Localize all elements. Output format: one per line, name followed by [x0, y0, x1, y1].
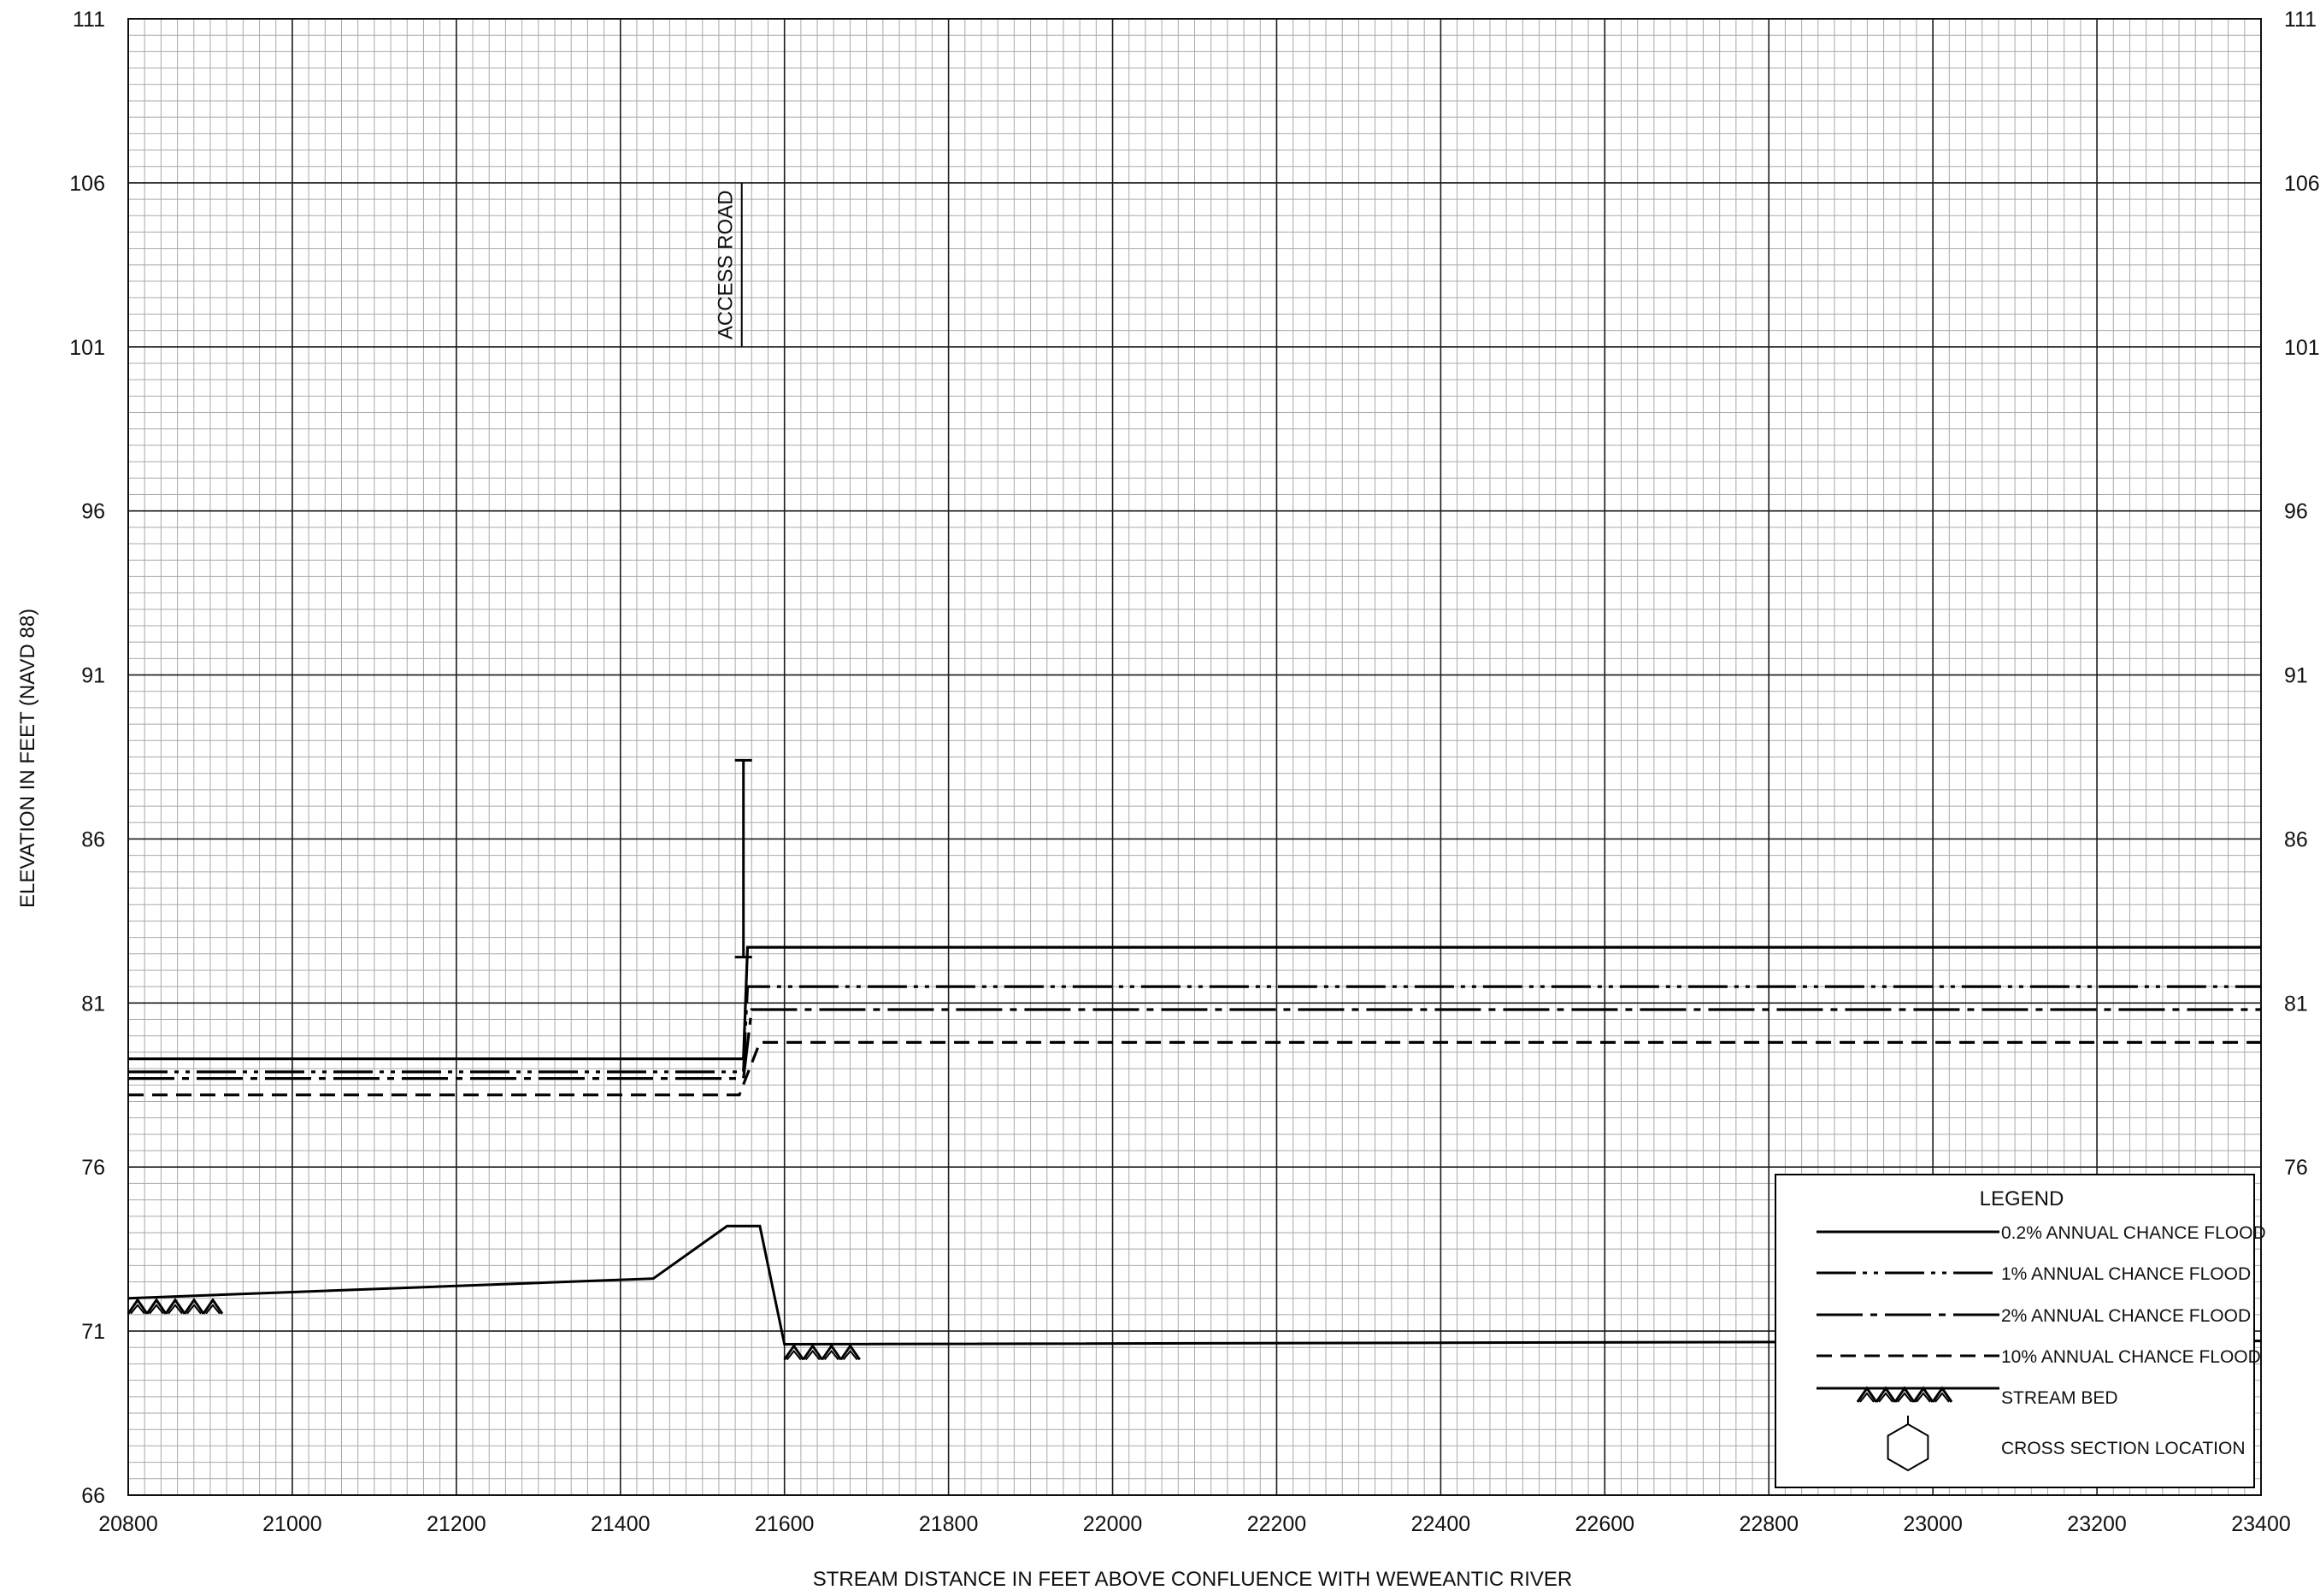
x-tick-label: 21400 [591, 1512, 651, 1536]
x-tick-label: 22000 [1083, 1512, 1143, 1536]
legend: LEGEND 0.2% ANNUAL CHANCE FLOOD 1% ANNUAL … [1775, 1174, 2266, 1488]
y-tick-label: 66 [81, 1484, 105, 1508]
legend-label-0-2-annual-chance-flood: 0.2% ANNUAL CHANCE FLOOD [2001, 1223, 2266, 1243]
y-tick-label: 106 [69, 172, 105, 196]
y-tick-label: 91 [81, 664, 105, 688]
x-tick-label: 21600 [755, 1512, 815, 1536]
right-y-tick-label: 81 [2284, 992, 2308, 1016]
y-axis-title: ELEVATION IN FEET (NAVD 88) [16, 609, 39, 908]
plot-frame [127, 18, 2262, 1496]
access-road-label: ACCESS ROAD [715, 190, 738, 339]
y-tick-label: 111 [73, 8, 105, 32]
legend-label-1-annual-chance-flood: 1% ANNUAL CHANCE FLOOD [2001, 1264, 2251, 1284]
profile-series [127, 945, 2262, 1361]
right-y-tick-label: 101 [2284, 336, 2320, 360]
y-tick-label: 86 [81, 827, 105, 851]
legend-title: LEGEND [1980, 1187, 2064, 1210]
x-tick-label: 23400 [2231, 1512, 2291, 1536]
y-tick-label: 76 [81, 1156, 105, 1180]
series-line-10-annual-chance-flood [128, 1040, 2261, 1097]
right-y-tick-label: 86 [2284, 827, 2308, 851]
x-tick-label: 21000 [262, 1512, 322, 1536]
x-tick-label: 20800 [98, 1512, 158, 1536]
x-axis-title: STREAM DISTANCE IN FEET ABOVE CONFLUENCE… [813, 1568, 1573, 1591]
y-tick-label: 96 [81, 500, 105, 524]
x-axis-tick-labels: 20800 21000 21200 21400 21600 21800 22000 22200… [98, 1512, 2291, 1536]
legend-hatch [1856, 1386, 1953, 1403]
x-tick-label: 21200 [427, 1512, 486, 1536]
x-tick-label: 22200 [1247, 1512, 1307, 1536]
legend-box [1775, 1174, 2255, 1488]
x-tick-label: 22600 [1575, 1512, 1635, 1536]
y-tick-label: 81 [81, 992, 105, 1016]
y-tick-label: 71 [81, 1320, 105, 1344]
legend-label-cross-section-location: CROSS SECTION LOCATION [2001, 1439, 2245, 1458]
series-line-stream-bed [127, 1224, 2262, 1346]
x-tick-label: 22400 [1411, 1512, 1471, 1536]
right-y-tick-label: 76 [2284, 1156, 2308, 1180]
series-line-2-annual-chance-flood [128, 1008, 2261, 1081]
right-y-tick-label: 91 [2284, 664, 2308, 688]
x-tick-label: 23000 [1903, 1512, 1963, 1536]
x-tick-label: 23200 [2067, 1512, 2127, 1536]
right-y-tick-label: 111 [2284, 8, 2317, 32]
right-y-axis-tick-labels: 76 81 86 91 96 101 106 111 [2284, 8, 2320, 1180]
right-y-tick-label: 106 [2284, 172, 2320, 196]
stream-bed-hatch [783, 1343, 861, 1361]
access-road-structure: ACCESS ROAD [715, 182, 752, 959]
y-axis-tick-labels: 66 71 76 81 86 91 96 101 106 111 [69, 8, 105, 1508]
legend-label-stream-bed: STREAM BED [2001, 1388, 2118, 1408]
stream-bed-hatch [127, 1298, 224, 1315]
right-y-tick-label: 96 [2284, 500, 2308, 524]
legend-label-10-annual-chance-flood: 10% ANNUAL CHANCE FLOOD [2001, 1347, 2261, 1367]
legend-label-2-annual-chance-flood: 2% ANNUAL CHANCE FLOOD [2001, 1306, 2251, 1326]
y-tick-label: 101 [69, 336, 105, 360]
x-tick-label: 21800 [919, 1512, 979, 1536]
series-line-1-annual-chance-flood [128, 985, 2261, 1074]
x-tick-label: 22800 [1739, 1512, 1799, 1536]
